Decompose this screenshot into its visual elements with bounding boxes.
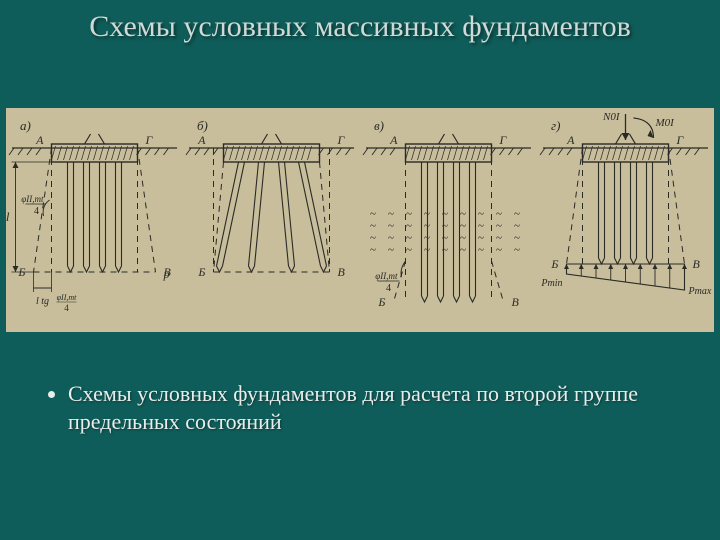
svg-text:~: ~: [496, 232, 502, 244]
svg-text:~: ~: [406, 244, 412, 256]
svg-text:Г: Г: [676, 133, 685, 147]
svg-text:~: ~: [370, 208, 376, 220]
svg-text:~: ~: [442, 220, 448, 232]
slide: Схемы условных массивных фундаментов а) l…: [0, 0, 720, 540]
svg-text:а): а): [20, 118, 31, 133]
svg-text:~: ~: [478, 244, 484, 256]
svg-text:~: ~: [388, 208, 394, 220]
svg-text:А: А: [389, 133, 398, 147]
svg-text:~: ~: [496, 220, 502, 232]
svg-text:Г: Г: [337, 133, 346, 147]
svg-text:~: ~: [460, 220, 466, 232]
svg-text:~: ~: [424, 208, 430, 220]
svg-text:~: ~: [514, 244, 520, 256]
bullet-list: Схемы условных фундаментов для расчета п…: [40, 380, 680, 435]
svg-text:φII,mt: φII,mt: [375, 271, 398, 281]
svg-text:N0I: N0I: [602, 111, 621, 123]
svg-text:~: ~: [478, 208, 484, 220]
svg-text:~: ~: [406, 232, 412, 244]
svg-text:Pmax: Pmax: [688, 286, 712, 297]
svg-text:~: ~: [370, 232, 376, 244]
svg-text:φII,mt: φII,mt: [57, 293, 78, 302]
svg-text:~: ~: [514, 220, 520, 232]
diagram-svg: а)lφII,mt4l tgφII,mt4pАГБВб)АГБВв)~~~~~~…: [6, 108, 714, 332]
svg-text:~: ~: [514, 208, 520, 220]
svg-text:~: ~: [370, 244, 376, 256]
svg-text:~: ~: [460, 232, 466, 244]
svg-text:В: В: [164, 265, 172, 279]
svg-text:~: ~: [478, 232, 484, 244]
svg-text:~: ~: [388, 244, 394, 256]
svg-text:~: ~: [514, 232, 520, 244]
slide-title: Схемы условных массивных фундаментов: [0, 0, 720, 45]
bullet-area: Схемы условных фундаментов для расчета п…: [40, 380, 680, 435]
svg-text:~: ~: [406, 220, 412, 232]
svg-text:φII,mt: φII,mt: [21, 194, 44, 204]
svg-text:Б: Б: [197, 265, 205, 279]
svg-text:Б: Б: [377, 295, 385, 309]
svg-text:в): в): [374, 118, 384, 133]
svg-text:А: А: [566, 133, 575, 147]
svg-text:Pmin: Pmin: [540, 278, 562, 289]
svg-text:4: 4: [64, 303, 69, 313]
svg-text:~: ~: [496, 244, 502, 256]
svg-text:~: ~: [388, 220, 394, 232]
svg-text:~: ~: [442, 232, 448, 244]
svg-text:~: ~: [442, 244, 448, 256]
svg-text:В: В: [693, 257, 701, 271]
svg-text:Г: Г: [145, 133, 154, 147]
svg-text:4: 4: [386, 283, 391, 294]
svg-text:~: ~: [496, 208, 502, 220]
svg-text:M0I: M0I: [655, 117, 676, 129]
svg-text:г): г): [551, 118, 560, 133]
svg-text:А: А: [197, 133, 206, 147]
svg-text:l tg: l tg: [36, 296, 49, 307]
svg-text:~: ~: [460, 208, 466, 220]
svg-text:~: ~: [478, 220, 484, 232]
svg-text:~: ~: [442, 208, 448, 220]
svg-text:4: 4: [34, 206, 39, 217]
svg-text:~: ~: [388, 232, 394, 244]
svg-text:l: l: [6, 209, 10, 224]
figure-strip: а)lφII,mt4l tgφII,mt4pАГБВб)АГБВв)~~~~~~…: [6, 108, 714, 332]
svg-text:Б: Б: [17, 265, 25, 279]
svg-text:~: ~: [460, 244, 466, 256]
svg-text:Г: Г: [499, 133, 508, 147]
svg-text:~: ~: [424, 244, 430, 256]
svg-text:В: В: [338, 265, 346, 279]
svg-text:~: ~: [370, 220, 376, 232]
svg-text:В: В: [512, 295, 520, 309]
svg-text:б): б): [197, 118, 208, 133]
svg-text:~: ~: [424, 232, 430, 244]
svg-text:А: А: [35, 133, 44, 147]
svg-text:~: ~: [406, 208, 412, 220]
svg-text:Б: Б: [550, 257, 558, 271]
bullet-item: Схемы условных фундаментов для расчета п…: [68, 380, 680, 435]
svg-text:~: ~: [424, 220, 430, 232]
